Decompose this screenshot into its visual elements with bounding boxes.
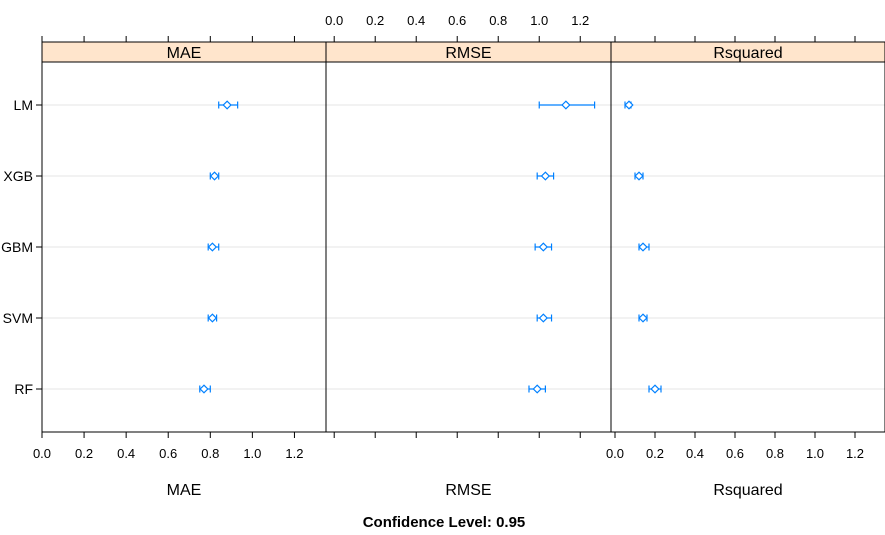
point-rsquared-lm [624,100,634,110]
point-mae-xgb [209,171,220,181]
point-rsquared-gbm [638,242,648,252]
tick-label-mae: 0.2 [75,446,93,461]
axis-label-rmse: RMSE [445,482,491,499]
model-label-lm: LM [14,97,33,113]
model-label-gbm: GBM [1,239,33,255]
point-rmse-rf [532,384,542,394]
axis-label-rsquared: Rsquared [713,482,782,499]
point-rmse-lm [561,100,571,110]
point-rsquared-xgb [634,171,644,181]
tick-label-rsquared: 1.2 [846,446,864,461]
tick-label-mae: 1.0 [243,446,261,461]
point-rmse-xgb [540,171,551,181]
tick-label-mae: 0.6 [159,446,177,461]
panel-frame-rsquared [610,61,885,433]
tick-label-mae: 1.2 [285,446,303,461]
model-label-xgb: XGB [3,168,33,184]
tick-label-rsquared: 0.8 [766,446,784,461]
tick-label-rsquared: 0.2 [646,446,664,461]
tick-label-rsquared: 0.4 [686,446,704,461]
tick-label-rmse: 0.8 [489,13,507,28]
tick-label-rsquared: 1.0 [806,446,824,461]
point-mae-gbm [207,242,218,252]
tick-label-rmse: 0.2 [366,13,384,28]
tick-label-rmse: 0.4 [407,13,425,28]
tick-label-mae: 0.8 [201,446,219,461]
tick-label-rmse: 1.2 [571,13,589,28]
axis-label-mae: MAE [167,482,202,499]
model-label-svm: SVM [3,310,33,326]
confidence-caption: Confidence Level: 0.95 [363,514,526,531]
tick-label-rsquared: 0.6 [726,446,744,461]
point-rmse-gbm [538,242,548,252]
tick-label-mae: 0.4 [117,446,135,461]
strip-label-rsquared: Rsquared [713,45,782,62]
tick-label-rmse: 1.0 [530,13,548,28]
point-mae-lm [222,100,232,110]
tick-label-rsquared: 0.0 [606,446,624,461]
strip-label-mae: MAE [167,45,202,62]
model-label-rf: RF [14,381,33,397]
tick-label-rmse: 0.6 [448,13,466,28]
point-mae-rf [199,384,209,394]
point-mae-svm [207,313,218,323]
point-rsquared-rf [650,384,660,394]
point-rmse-svm [538,313,548,323]
point-rsquared-svm [638,313,648,323]
tick-label-rmse: 0.0 [325,13,343,28]
tick-label-mae: 0.0 [33,446,51,461]
strip-label-rmse: RMSE [445,45,491,62]
